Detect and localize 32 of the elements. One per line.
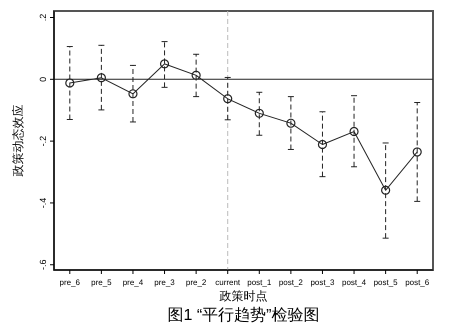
y-tick-label: -.2 xyxy=(38,136,48,146)
point xyxy=(318,140,328,150)
y-axis-title: 政策动态效应 xyxy=(11,104,25,176)
point xyxy=(223,94,232,104)
y-tick-label: -.4 xyxy=(38,198,48,208)
point xyxy=(254,108,264,118)
text: 图1 “平行趋势”检验图 xyxy=(168,306,320,324)
x-tick-label: post_2 xyxy=(278,278,304,287)
x-tick-label: current xyxy=(215,278,241,287)
y-tick-label: -.6 xyxy=(38,259,48,270)
point xyxy=(96,73,106,82)
x-tick-label: pre_5 xyxy=(91,278,112,287)
y-tick-label: .2 xyxy=(38,14,48,22)
x-tick-label: post_3 xyxy=(310,278,336,287)
point xyxy=(128,89,138,98)
point xyxy=(381,186,390,195)
x-axis-title: 政策时点 xyxy=(220,289,268,303)
point xyxy=(286,118,296,128)
x-tick-label: post_4 xyxy=(342,278,367,287)
x-tick-label: pre_6 xyxy=(60,278,81,287)
point xyxy=(65,78,74,88)
x-tick-label: pre_3 xyxy=(154,278,176,287)
y-tick-label: 0 xyxy=(38,76,48,82)
point xyxy=(160,59,170,68)
x-tick-label: post_1 xyxy=(247,278,272,287)
x-tick-label: pre_4 xyxy=(122,278,144,287)
x-tick-label: post_6 xyxy=(405,278,430,287)
point xyxy=(349,126,359,136)
point xyxy=(192,70,201,80)
x-tick-label: post_5 xyxy=(374,278,398,287)
x-tick-label: pre_2 xyxy=(186,278,207,287)
point xyxy=(412,147,422,157)
